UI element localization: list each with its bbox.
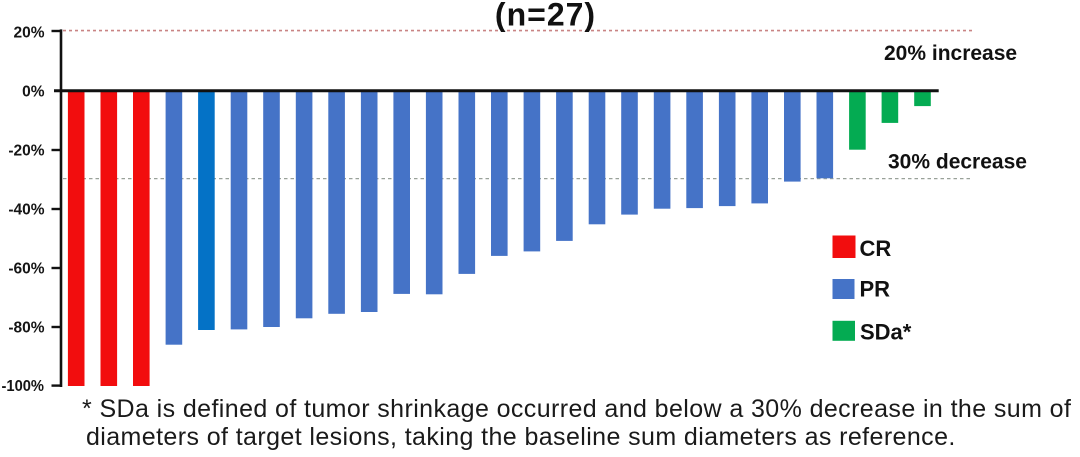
svg-text:diameters of target lesions, t: diameters of target lesions, taking the … [86, 423, 956, 451]
svg-text:* SDa is defined of tumor shri: * SDa is defined of tumor shrinkage occu… [82, 395, 1071, 423]
svg-text:-100%: -100% [2, 378, 45, 395]
svg-text:30% decrease: 30% decrease [888, 151, 1027, 174]
svg-text:-60%: -60% [8, 260, 44, 277]
svg-text:-40%: -40% [8, 201, 44, 218]
svg-text:0%: 0% [22, 83, 45, 100]
svg-text:20%: 20% [13, 24, 44, 41]
svg-text:20% increase: 20% increase [884, 42, 1017, 65]
svg-text:PR: PR [860, 277, 891, 302]
svg-text:SDa*: SDa* [860, 320, 912, 345]
svg-text:-80%: -80% [8, 319, 44, 336]
svg-text:-20%: -20% [8, 142, 44, 159]
svg-text:CR: CR [860, 236, 892, 261]
svg-text:(n=27): (n=27) [495, 0, 596, 32]
